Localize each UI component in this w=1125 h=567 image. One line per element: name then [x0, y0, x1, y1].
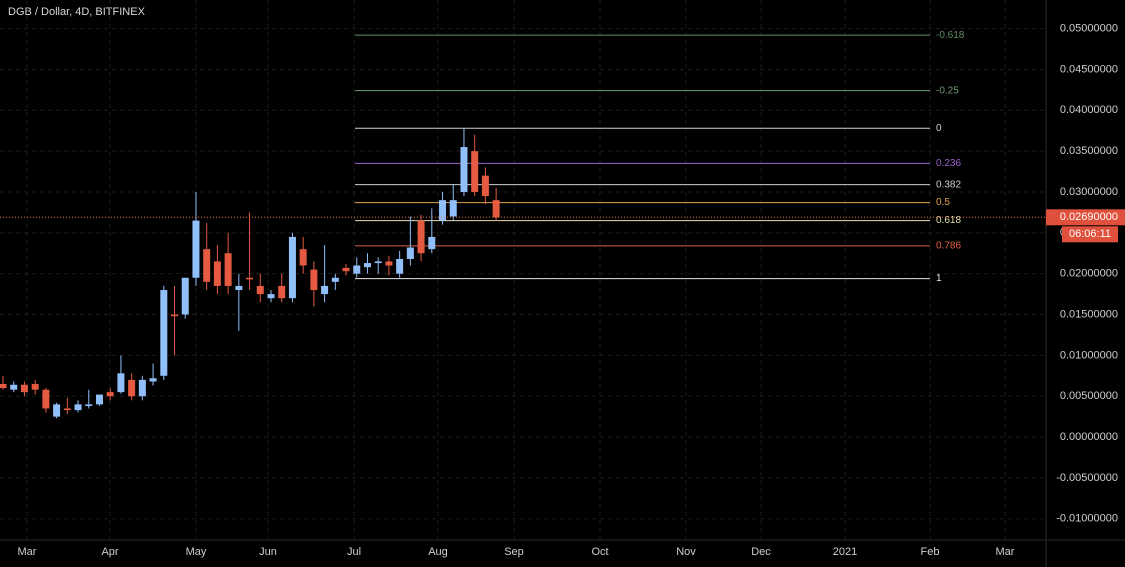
countdown-box	[1062, 226, 1118, 243]
candle-body	[471, 151, 479, 192]
x-tick-label: Jun	[259, 546, 277, 558]
y-tick-label: 0.03000000	[1060, 186, 1118, 198]
candle-body	[439, 200, 447, 221]
x-tick-label: Mar	[996, 546, 1015, 558]
fib-level-label: 1	[936, 273, 942, 284]
candle-body	[278, 285, 286, 299]
last-price-label: 0.02690000	[1060, 211, 1118, 223]
candle-body	[481, 175, 489, 197]
candle-body	[449, 200, 457, 217]
candle-body	[224, 253, 232, 286]
y-tick-label: 0.00500000	[1060, 390, 1118, 402]
x-tick-label: Sep	[504, 546, 524, 558]
candle-body	[396, 258, 404, 274]
y-tick-label: 0.04500000	[1060, 63, 1118, 75]
candle-body	[417, 220, 425, 254]
candle-body	[267, 294, 275, 299]
candle-body	[10, 384, 18, 390]
candle-body	[63, 408, 71, 411]
candle-body	[385, 261, 393, 266]
candle-body	[299, 249, 307, 266]
fib-level-label: -0.618	[936, 30, 965, 41]
candle-body	[321, 285, 329, 295]
candle-body	[213, 261, 221, 286]
x-tick-label: Oct	[591, 546, 608, 558]
candle-body	[106, 392, 114, 397]
countdown-label: 06:06:11	[1069, 228, 1111, 240]
y-tick-label: 0.05000000	[1060, 22, 1118, 34]
x-tick-label: Nov	[676, 546, 696, 558]
fib-level-label: 0	[936, 123, 942, 134]
candle-body	[406, 247, 414, 259]
candle-body	[181, 277, 189, 315]
candle-body	[492, 200, 500, 218]
chart-title: DGB / Dollar, 4D, BITFINEX	[8, 6, 146, 18]
candle-body	[31, 383, 39, 390]
candle-body	[331, 277, 339, 282]
candle-body	[246, 277, 254, 280]
candle-body	[342, 267, 350, 272]
candle-body	[138, 379, 146, 397]
candle-body	[192, 220, 200, 278]
fib-level-label: 0.382	[936, 179, 961, 190]
x-tick-label: Mar	[18, 546, 37, 558]
candle-body	[95, 394, 103, 405]
candle-body	[353, 265, 361, 274]
candle-body	[460, 147, 468, 192]
candle-body	[0, 383, 7, 389]
y-tick-label: 0.03500000	[1060, 145, 1118, 157]
candle-body	[171, 314, 179, 317]
fib-level-label: 0.618	[936, 215, 961, 226]
x-tick-label: Feb	[921, 546, 940, 558]
x-tick-label: Aug	[428, 546, 448, 558]
candle-body	[149, 378, 157, 382]
x-tick-label: Apr	[101, 546, 118, 558]
candle-body	[117, 373, 125, 393]
candle-body	[128, 379, 136, 397]
fib-level-label: -0.25	[936, 85, 959, 96]
fib-level-label: 0.5	[936, 197, 950, 208]
candle-body	[256, 285, 264, 295]
y-tick-label: 0.01500000	[1060, 308, 1118, 320]
y-tick-label: 0.02000000	[1060, 268, 1118, 280]
candle-body	[85, 404, 93, 407]
candle-body	[203, 249, 211, 282]
fib-level-label: 0.786	[936, 241, 961, 252]
candle-body	[42, 389, 50, 409]
candle-body	[363, 263, 371, 268]
candle-body	[235, 285, 243, 291]
candle-body	[74, 404, 82, 411]
x-tick-label: 2021	[833, 546, 857, 558]
y-tick-label: 0.00000000	[1060, 431, 1118, 443]
candle-body	[20, 384, 28, 393]
x-tick-label: May	[186, 546, 207, 558]
candle-body	[374, 261, 382, 264]
y-tick-label: 0.04000000	[1060, 104, 1118, 116]
x-tick-label: Jul	[347, 546, 361, 558]
last-price-box	[1046, 209, 1125, 226]
y-tick-label: -0.00500000	[1056, 472, 1118, 484]
y-tick-label: -0.01000000	[1056, 513, 1118, 525]
y-tick-label: 0.01000000	[1060, 349, 1118, 361]
candle-body	[428, 236, 436, 250]
x-tick-label: Dec	[751, 546, 771, 558]
candle-body	[288, 236, 296, 299]
candle-body	[53, 404, 61, 417]
candle-body	[160, 290, 168, 376]
fib-level-label: 0.236	[936, 158, 961, 169]
candle-body	[310, 269, 318, 291]
